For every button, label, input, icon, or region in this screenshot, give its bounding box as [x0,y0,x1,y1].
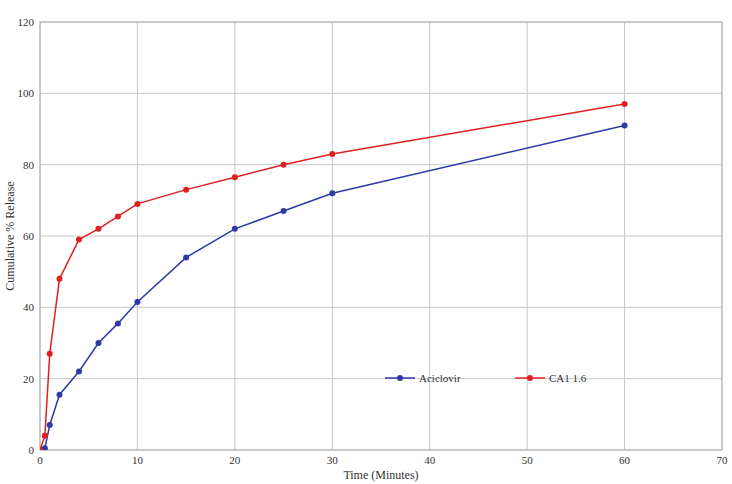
y-tick-label: 80 [23,159,35,171]
series-marker [95,226,101,232]
series-marker [183,187,189,193]
x-grid-line [234,22,235,450]
series-marker [183,254,189,260]
plot-area [40,101,628,450]
series-marker [42,433,48,439]
y-grid-line [40,93,722,94]
y-tick-label: 60 [23,230,35,242]
series-marker [76,237,82,243]
series-marker [134,201,140,207]
y-axis-label: Cumulative % Release [3,181,17,290]
y-grid-line [40,378,722,379]
series-line [40,104,625,450]
x-grid-line [624,22,625,450]
series-marker [232,174,238,180]
x-tick-label: 70 [717,454,729,466]
series-marker [622,122,628,128]
x-tick-label: 40 [424,454,436,466]
series-marker [47,422,53,428]
x-tick-label: 50 [522,454,534,466]
y-grid-line [40,307,722,308]
series-marker [56,392,62,398]
grid [40,22,722,450]
x-grid-line [429,22,430,450]
series-marker [40,447,43,450]
legend: Aciclovir CA1 1.6 [385,372,587,384]
series-marker [622,101,628,107]
y-tick-label: 120 [18,16,35,28]
x-tick-label: 30 [327,454,339,466]
y-grid-line [40,236,722,237]
series-marker [95,340,101,346]
series-marker [281,208,287,214]
x-grid-line [137,22,138,450]
series-marker [329,151,335,157]
x-tick-label: 10 [132,454,144,466]
plot-frame [40,22,722,450]
series-marker [329,190,335,196]
x-tick-label: 60 [619,454,631,466]
series-marker [115,320,121,326]
series-marker [47,351,53,357]
series-line [40,125,625,450]
x-tick-label: 20 [229,454,241,466]
legend-marker [527,375,533,381]
series-marker [56,276,62,282]
y-tick-label: 20 [23,373,35,385]
chart: 0 20 40 60 80 100 120 0 10 20 30 40 50 60 70 Time (Minu… [0,0,732,484]
legend-label: Aciclovir [419,372,461,384]
y-tick-label: 100 [18,87,35,99]
background [0,0,732,484]
y-grid-line [40,164,722,165]
x-grid-line [527,22,528,450]
legend-label: CA1 1.6 [549,372,587,384]
series-marker [134,299,140,305]
series-marker [232,226,238,232]
y-tick-label: 40 [23,301,35,313]
series-marker [115,213,121,219]
y-tick-label: 0 [29,444,35,456]
legend-marker [397,375,403,381]
series-marker [281,162,287,168]
x-grid-line [332,22,333,450]
x-axis-label: Time (Minutes) [343,468,418,482]
series-marker [76,369,82,375]
x-tick-label: 0 [37,454,43,466]
